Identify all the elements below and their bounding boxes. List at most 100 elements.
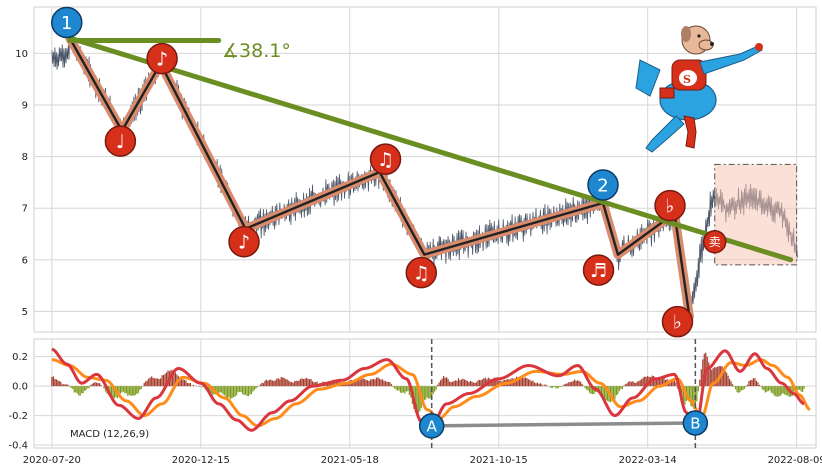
- wave-marker-circle: [51, 6, 83, 39]
- macd-histogram-bar: [122, 386, 124, 392]
- macd-histogram-bar: [575, 380, 577, 387]
- macd-histogram-bar: [773, 386, 775, 396]
- macd-histogram-bar: [353, 379, 355, 387]
- macd-histogram-bar: [474, 382, 476, 387]
- macd-histogram-bar: [551, 386, 553, 389]
- macd-histogram-bar: [232, 386, 235, 398]
- macd-histogram-bar: [624, 384, 626, 387]
- macd-histogram-bar: [723, 369, 725, 387]
- macd-histogram-bar: [370, 379, 372, 387]
- macd-histogram-bar: [533, 382, 536, 387]
- macd-y-axis: 0.2 0.0 -0.2 -0.4: [8, 352, 28, 451]
- macd-histogram-bar: [221, 386, 223, 393]
- macd-histogram-bar: [158, 379, 160, 387]
- wave-marker-circle: [369, 143, 402, 175]
- macd-histogram-bar: [602, 386, 604, 398]
- macd-histogram-bar: [702, 359, 704, 387]
- macd-histogram-bar: [209, 386, 211, 392]
- macd-histogram-bar: [54, 378, 56, 387]
- macd-histogram-bar: [688, 386, 690, 402]
- macd-histogram-bar: [672, 381, 674, 387]
- macd-histogram-bar: [90, 385, 92, 387]
- macd-histogram-bar: [95, 382, 98, 387]
- macd-histogram-bar: [402, 386, 405, 393]
- macd-histogram-bar: [165, 372, 168, 387]
- macd-histogram-bar: [227, 386, 229, 399]
- price-panel-frame: [33, 6, 817, 333]
- macd-histogram-bar: [518, 378, 521, 387]
- divergence-marker-label: B: [690, 414, 700, 432]
- macd-histogram-bar: [775, 386, 777, 397]
- macd-histogram-bar: [241, 386, 244, 394]
- macd-histogram-bar: [155, 378, 157, 387]
- macd-histogram-bar: [770, 386, 772, 393]
- x-tick-label: 2022-03-14: [619, 455, 677, 466]
- macd-histogram-bar: [305, 377, 308, 387]
- macd-histogram-bar: [268, 379, 270, 387]
- macd-histogram-bar: [392, 386, 394, 387]
- macd-histogram-bar: [256, 386, 259, 388]
- macd-histogram-bar: [659, 377, 661, 387]
- macd-histogram-bar: [408, 386, 410, 396]
- macd-histogram-bar: [60, 381, 62, 387]
- macd-histogram-bar: [161, 375, 163, 387]
- macd-histogram-bar: [398, 386, 400, 391]
- macd-histogram-bar: [520, 376, 522, 387]
- macd-histogram-bar: [401, 386, 403, 394]
- macd-histogram-bar: [57, 380, 59, 387]
- macd-histogram-bar: [148, 378, 150, 387]
- macd-histogram-bar: [295, 380, 297, 387]
- macd-histogram-bar: [381, 379, 384, 387]
- macd-histogram-bar: [498, 380, 500, 387]
- macd-histogram-bar: [454, 380, 457, 387]
- macd-histogram-bar: [639, 380, 641, 387]
- macd-histogram-bar: [726, 372, 728, 387]
- macd-histogram-bar: [100, 384, 102, 387]
- macd-histogram-bar: [167, 370, 169, 387]
- price-y-tick-label: 7: [22, 204, 28, 215]
- macd-histogram-bar: [620, 386, 622, 389]
- macd-histogram-bar: [417, 386, 419, 414]
- macd-histogram-bar: [112, 386, 114, 400]
- macd-histogram-bar: [760, 386, 762, 387]
- macd-histogram-bar: [78, 386, 80, 396]
- wave-marker-circle: [661, 305, 694, 338]
- macd-histogram-bar: [445, 377, 448, 387]
- wave-marker-label: 1: [61, 13, 72, 34]
- macd-histogram-bar: [79, 386, 81, 396]
- macd-histogram-bar: [443, 376, 445, 387]
- macd-histogram-bar: [432, 386, 434, 395]
- macd-histogram-bar: [471, 381, 473, 387]
- macd-histogram-bar: [550, 386, 552, 389]
- macd-histogram-bar: [536, 382, 539, 387]
- macd-histogram-bar: [565, 383, 567, 387]
- macd-histogram-bar: [560, 386, 562, 387]
- macd-histogram-bar: [313, 382, 315, 387]
- macd-histogram-bar: [119, 386, 121, 394]
- macd-histogram-bar: [75, 386, 77, 393]
- macd-histogram-bar: [526, 378, 528, 387]
- x-tick-label: 2020-07-20: [23, 455, 81, 466]
- macd-histogram-bar: [231, 386, 233, 399]
- macd-histogram-bar: [730, 381, 732, 387]
- macd-histogram-bar: [94, 382, 96, 387]
- macd-histogram-bar: [630, 381, 632, 387]
- macd-histogram-bar: [121, 386, 123, 393]
- downtrend-line: [67, 35, 794, 263]
- wave-marker-circle: [582, 254, 615, 286]
- macd-histogram-bar: [230, 386, 232, 400]
- macd-histogram-bar: [749, 380, 752, 387]
- macd-histogram-bar: [748, 381, 750, 387]
- macd-histogram-bar: [67, 384, 69, 387]
- macd-histogram-bar: [92, 382, 95, 387]
- macd-histogram-bar: [404, 386, 406, 394]
- macd-histogram-bar: [368, 381, 370, 387]
- macd-histogram-bar: [434, 386, 436, 392]
- macd-histogram-bar: [238, 386, 241, 392]
- macd-histogram-bar: [614, 386, 616, 400]
- macd-histogram-bar: [535, 383, 537, 387]
- macd-histogram-bar: [378, 378, 381, 387]
- macd-histogram-bar: [766, 386, 768, 392]
